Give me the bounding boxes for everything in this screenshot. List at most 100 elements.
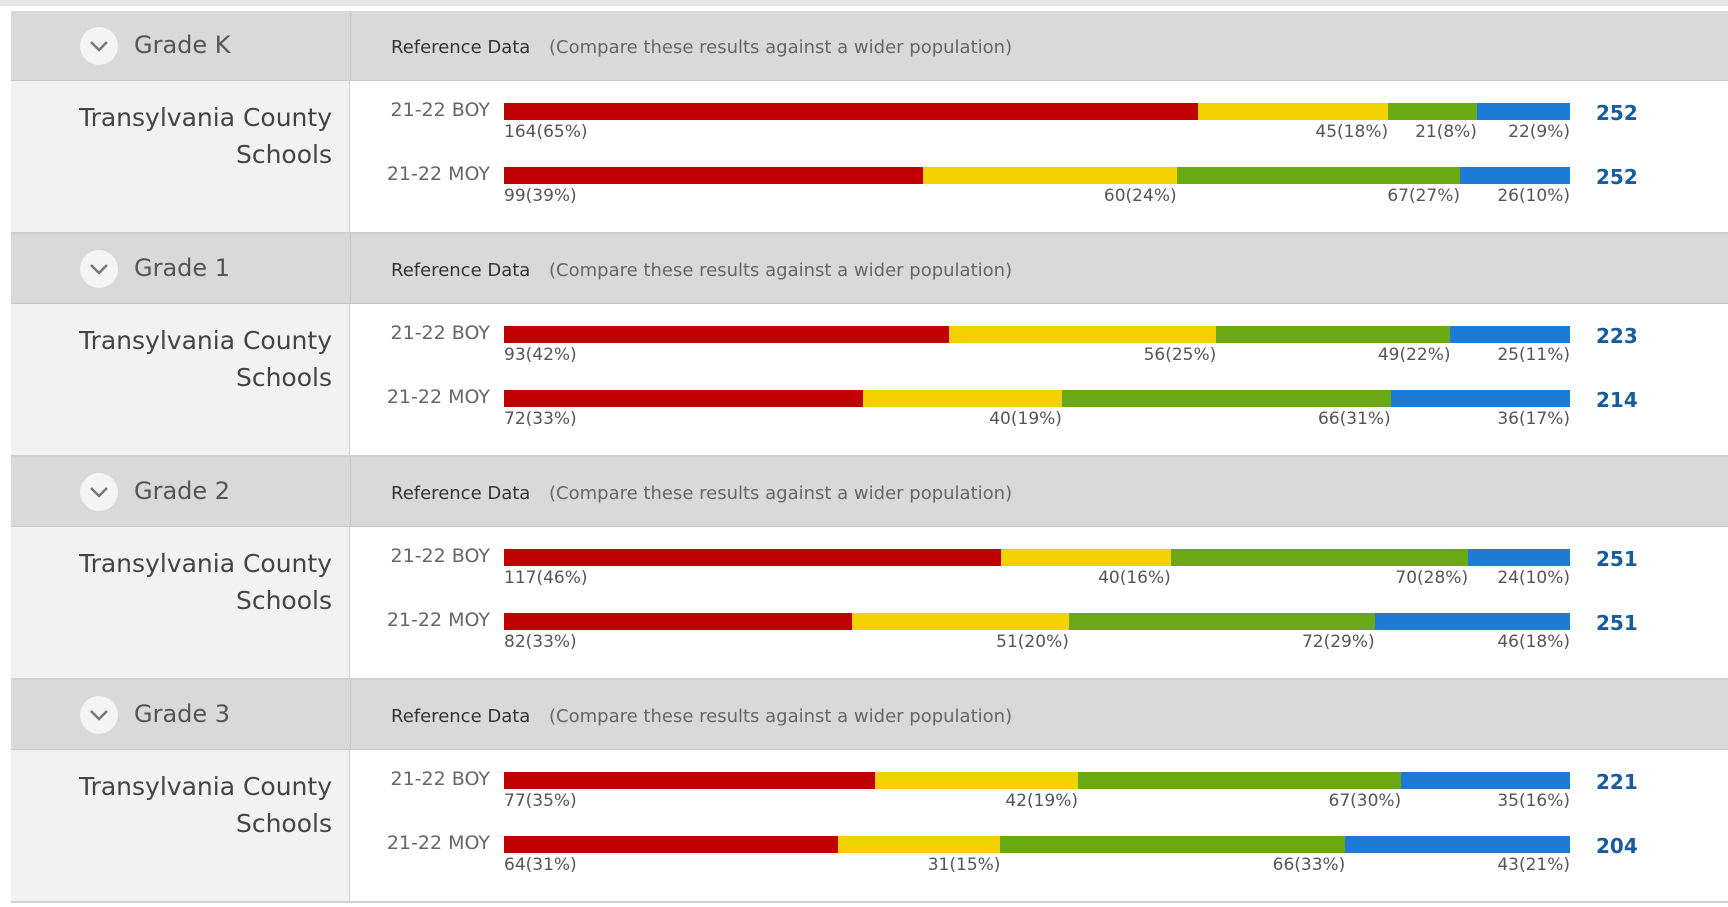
period-label: 21-22 MOY xyxy=(386,832,490,854)
bar-segment xyxy=(1468,549,1570,566)
results-cell xyxy=(350,750,1728,903)
segment-label: 72(29%) xyxy=(1301,632,1375,652)
segment-label: 51(20%) xyxy=(996,632,1069,652)
segment-label: 26(10%) xyxy=(1497,186,1570,206)
segment-label: 99(39%) xyxy=(504,186,577,206)
bar-segment xyxy=(1170,549,1469,566)
segment-label: 25(11%) xyxy=(1497,345,1570,365)
reference-note: (Compare these results against a wider p… xyxy=(549,37,1013,58)
period-label: 21-22 BOY xyxy=(390,99,490,121)
bar-segment xyxy=(504,167,923,184)
grade-title: Grade K xyxy=(134,31,231,59)
collapse-toggle[interactable] xyxy=(80,250,118,288)
segment-label: 117(46%) xyxy=(504,568,588,588)
grade-title: Grade 1 xyxy=(134,254,231,282)
bar-segment xyxy=(504,772,876,789)
bar-segment xyxy=(948,326,1217,343)
bar-segment xyxy=(504,103,1198,120)
segment-label: 164(65%) xyxy=(504,122,588,142)
chevron-icon xyxy=(90,41,108,52)
segment-label: 49(22%) xyxy=(1377,345,1451,365)
segment-label: 66(33%) xyxy=(1272,855,1346,875)
segment-label: 42(19%) xyxy=(1005,791,1078,811)
reference-title: Reference Data xyxy=(391,483,531,504)
segment-label: 35(16%) xyxy=(1497,791,1570,811)
segment-label: 31(15%) xyxy=(927,855,1001,875)
segment-label: 66(31%) xyxy=(1318,409,1391,429)
school-cell xyxy=(11,750,350,903)
total-count: 204 xyxy=(1596,834,1638,858)
bar-segment xyxy=(1460,167,1570,184)
period-label: 21-22 MOY xyxy=(386,163,490,185)
school-name: Transylvania County Schools xyxy=(78,103,332,169)
segment-label: 67(30%) xyxy=(1328,791,1402,811)
bar-segment xyxy=(1476,103,1570,120)
school-cell xyxy=(11,81,350,234)
results-cell xyxy=(350,81,1728,234)
segment-label: 77(35%) xyxy=(504,791,577,811)
segment-label: 36(17%) xyxy=(1497,409,1570,429)
bar-segment xyxy=(1078,772,1402,789)
segment-label: 40(19%) xyxy=(989,409,1062,429)
bar-segment xyxy=(1390,390,1570,407)
period-label: 21-22 BOY xyxy=(390,768,490,790)
school-cell xyxy=(11,527,350,680)
bar-segment xyxy=(1000,549,1171,566)
bar-segment xyxy=(1000,836,1346,853)
reference-title: Reference Data xyxy=(391,706,531,727)
reference-note: (Compare these results against a wider p… xyxy=(549,706,1013,727)
grade-title: Grade 3 xyxy=(134,700,231,728)
total-count: 221 xyxy=(1596,770,1638,794)
chevron-icon xyxy=(90,710,108,721)
section-header xyxy=(11,11,1728,81)
segment-label: 22(9%) xyxy=(1508,122,1570,142)
segment-label: 67(27%) xyxy=(1387,186,1461,206)
bar-segment xyxy=(504,836,839,853)
segment-label: 60(24%) xyxy=(1103,186,1177,206)
period-label: 21-22 MOY xyxy=(386,609,490,631)
reference-title: Reference Data xyxy=(391,260,531,281)
results-cell xyxy=(350,527,1728,680)
total-count: 252 xyxy=(1596,101,1638,125)
header-left-divider xyxy=(350,234,351,304)
bar-segment xyxy=(1061,390,1391,407)
total-count: 223 xyxy=(1596,324,1638,348)
reference-note: (Compare these results against a wider p… xyxy=(549,483,1013,504)
bar-segment xyxy=(1176,167,1460,184)
reference-title: Reference Data xyxy=(391,37,531,58)
total-count: 252 xyxy=(1596,165,1638,189)
bar-segment xyxy=(1068,613,1375,630)
collapse-toggle[interactable] xyxy=(80,473,118,511)
chevron-icon xyxy=(90,487,108,498)
chevron-icon xyxy=(90,264,108,275)
bar-segment xyxy=(838,836,1001,853)
segment-label: 70(28%) xyxy=(1395,568,1469,588)
bar-segment xyxy=(504,613,853,630)
section-header xyxy=(11,234,1728,304)
results-cell xyxy=(350,304,1728,457)
header-left-divider xyxy=(350,680,351,750)
school-cell xyxy=(11,304,350,457)
grade-title: Grade 2 xyxy=(134,477,231,505)
segment-label: 82(33%) xyxy=(504,632,577,652)
bar-segment xyxy=(1216,326,1451,343)
bar-segment xyxy=(862,390,1062,407)
header-left-divider xyxy=(350,11,351,81)
collapse-toggle[interactable] xyxy=(80,27,118,65)
bar-segment xyxy=(1374,613,1570,630)
bar-segment xyxy=(852,613,1069,630)
segment-label: 56(25%) xyxy=(1143,345,1217,365)
segment-label: 46(18%) xyxy=(1497,632,1570,652)
bar-segment xyxy=(504,326,949,343)
period-label: 21-22 BOY xyxy=(390,322,490,344)
total-count: 251 xyxy=(1596,611,1638,635)
collapse-toggle[interactable] xyxy=(80,696,118,734)
segment-label: 21(8%) xyxy=(1415,122,1477,142)
school-name: Transylvania County Schools xyxy=(78,326,332,392)
segment-label: 64(31%) xyxy=(504,855,577,875)
bar-segment xyxy=(1345,836,1570,853)
segment-label: 40(16%) xyxy=(1098,568,1171,588)
segment-label: 72(33%) xyxy=(504,409,577,429)
bar-segment xyxy=(1450,326,1570,343)
